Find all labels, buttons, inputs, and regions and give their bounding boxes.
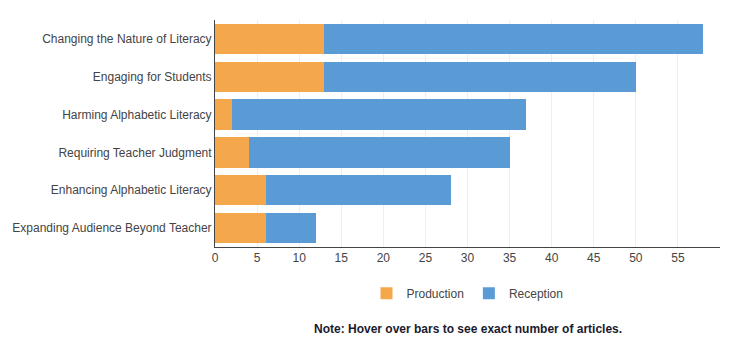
svg-text:45: 45 [587,251,601,265]
svg-text:Enhancing Alphabetic Literacy: Enhancing Alphabetic Literacy [51,183,212,197]
svg-text:40: 40 [545,251,559,265]
svg-text:50: 50 [629,251,643,265]
svg-text:Harming Alphabetic Literacy: Harming Alphabetic Literacy [62,108,211,122]
svg-text:15: 15 [335,251,349,265]
svg-text:10: 10 [292,251,306,265]
svg-text:35: 35 [503,251,517,265]
svg-text:30: 30 [461,251,475,265]
svg-text:0: 0 [212,251,219,265]
svg-text:55: 55 [671,251,685,265]
svg-text:25: 25 [419,251,433,265]
svg-text:Requiring Teacher Judgment: Requiring Teacher Judgment [58,146,212,160]
svg-text:5: 5 [254,251,261,265]
svg-text:Changing the Nature of Literac: Changing the Nature of Literacy [42,32,211,46]
svg-text:Reception: Reception [509,287,563,301]
svg-text:Production: Production [407,287,464,301]
svg-text:20: 20 [377,251,391,265]
svg-text:Engaging for Students: Engaging for Students [93,70,212,84]
svg-text:Expanding Audience Beyond Teac: Expanding Audience Beyond Teacher [12,221,211,235]
svg-text:Note: Hover over bars to see e: Note: Hover over bars to see exact numbe… [314,322,622,336]
